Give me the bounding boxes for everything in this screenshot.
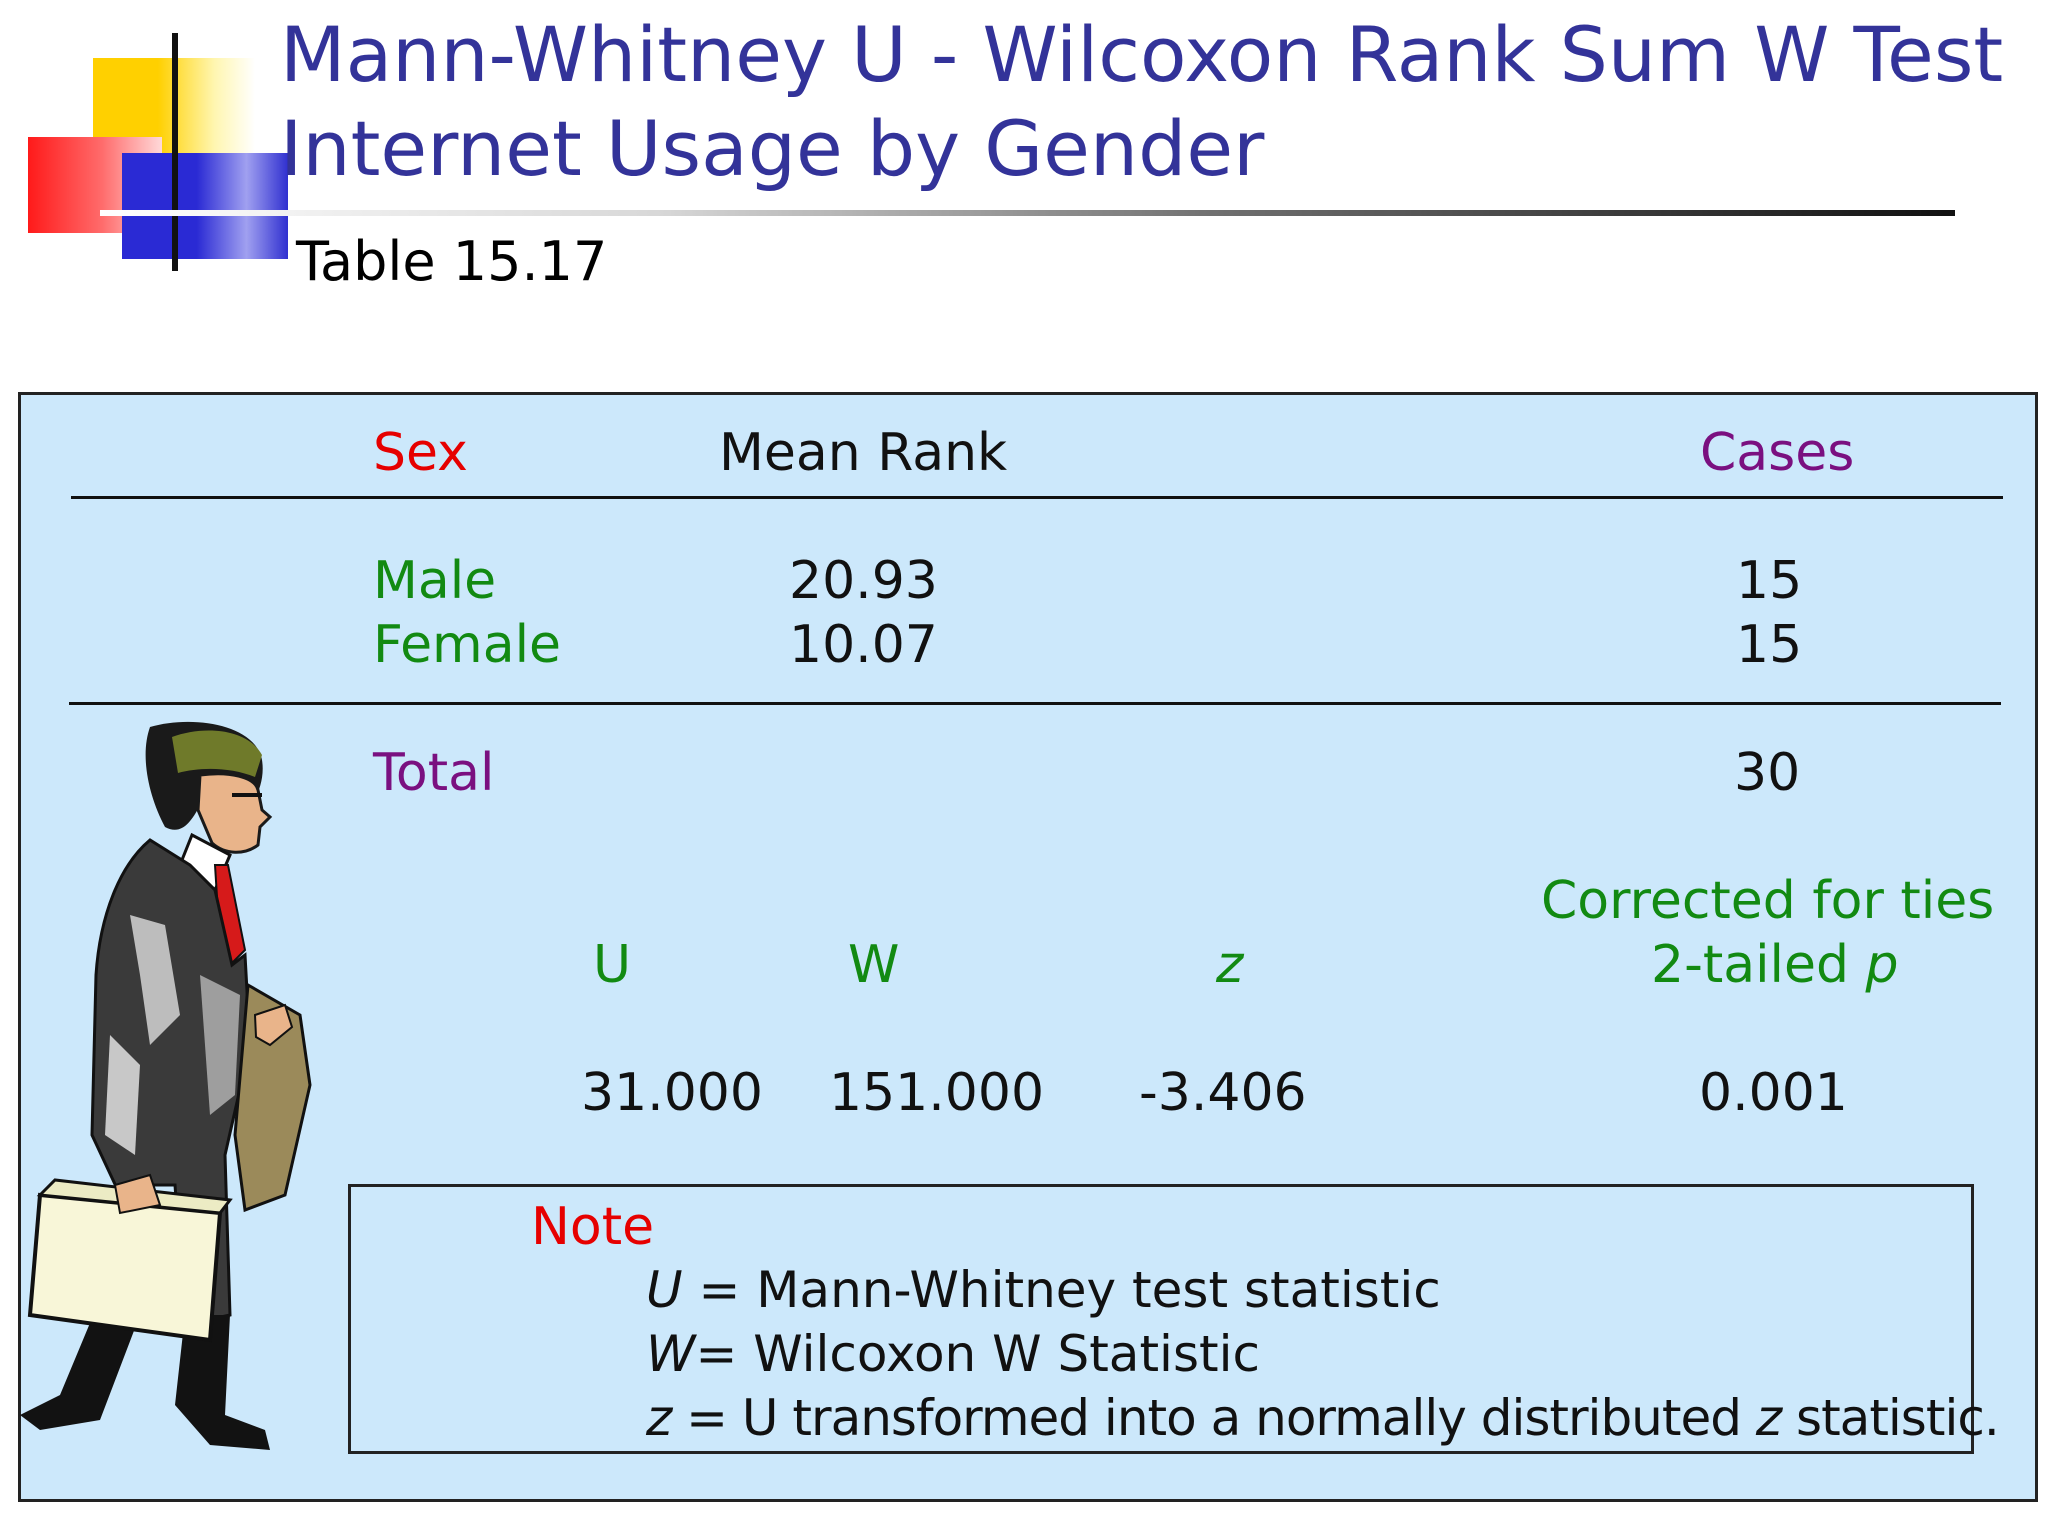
stats-header-p-prefix: 2-tailed xyxy=(1651,935,1866,995)
total-cases: 30 xyxy=(1734,743,1801,803)
note-line-u-var: U xyxy=(646,1261,683,1319)
header-cases: Cases xyxy=(1700,423,1855,483)
stats-value-u: 31.000 xyxy=(581,1063,763,1123)
row-female-cases: 15 xyxy=(1736,615,1803,675)
note-line-w-text: = Wilcoxon W Statistic xyxy=(695,1325,1260,1383)
note-box: Note U = Mann-Whitney test statistic W= … xyxy=(348,1184,2000,1454)
row-female-mean-rank: 10.07 xyxy=(789,615,938,675)
stats-header-z: z xyxy=(1216,935,1244,995)
note-line-z-text2: statistic. xyxy=(1781,1389,2000,1447)
results-panel: Sex Mean Rank Cases Male 20.93 15 Female… xyxy=(18,392,2038,1502)
header-sex: Sex xyxy=(373,423,468,483)
note-line-z-text: = U transformed into a normally distribu… xyxy=(671,1389,1756,1447)
title-underline xyxy=(100,210,1955,216)
note-line-z-var2: z xyxy=(1755,1389,1782,1447)
row-female-sex: Female xyxy=(373,615,562,675)
body-rule xyxy=(69,702,2001,705)
stats-header-p-line1: Corrected for ties xyxy=(1541,871,1995,931)
note-line-w-var: W xyxy=(646,1325,696,1383)
logo-blue-square xyxy=(122,153,288,259)
row-male-sex: Male xyxy=(373,551,497,611)
header-mean-rank: Mean Rank xyxy=(719,423,1008,483)
businessman-with-briefcase-illustration-icon xyxy=(20,721,312,1450)
stats-header-u: U xyxy=(593,935,632,995)
note-line-z: z = U transformed into a normally distri… xyxy=(646,1389,2000,1447)
note-line-z-var: z xyxy=(646,1389,672,1447)
logo-vertical-line xyxy=(172,33,178,271)
stats-value-z: -3.406 xyxy=(1139,1063,1307,1123)
row-male-cases: 15 xyxy=(1736,551,1803,611)
stats-value-w: 151.000 xyxy=(829,1063,1045,1123)
stats-header-w: W xyxy=(848,935,900,995)
total-label: Total xyxy=(373,743,495,803)
note-line-u-text: = Mann-Whitney test statistic xyxy=(682,1261,1441,1319)
table-caption: Table 15.17 xyxy=(296,230,608,293)
note-line-u: U = Mann-Whitney test statistic xyxy=(646,1261,1441,1319)
row-male-mean-rank: 20.93 xyxy=(789,551,938,611)
slide-title-line1: Mann-Whitney U - Wilcoxon Rank Sum W Tes… xyxy=(280,10,2004,99)
stats-header-p-line2: 2-tailed p xyxy=(1651,935,1899,995)
slide-title: Mann-Whitney U - Wilcoxon Rank Sum W Tes… xyxy=(280,8,2003,196)
slide-title-line2: Internet Usage by Gender xyxy=(280,104,1265,193)
note-heading: Note xyxy=(531,1197,655,1257)
note-line-w: W= Wilcoxon W Statistic xyxy=(646,1325,1260,1383)
header-rule xyxy=(71,496,2003,499)
stats-value-p: 0.001 xyxy=(1699,1063,1848,1123)
stats-header-p-var: p xyxy=(1865,935,1899,995)
